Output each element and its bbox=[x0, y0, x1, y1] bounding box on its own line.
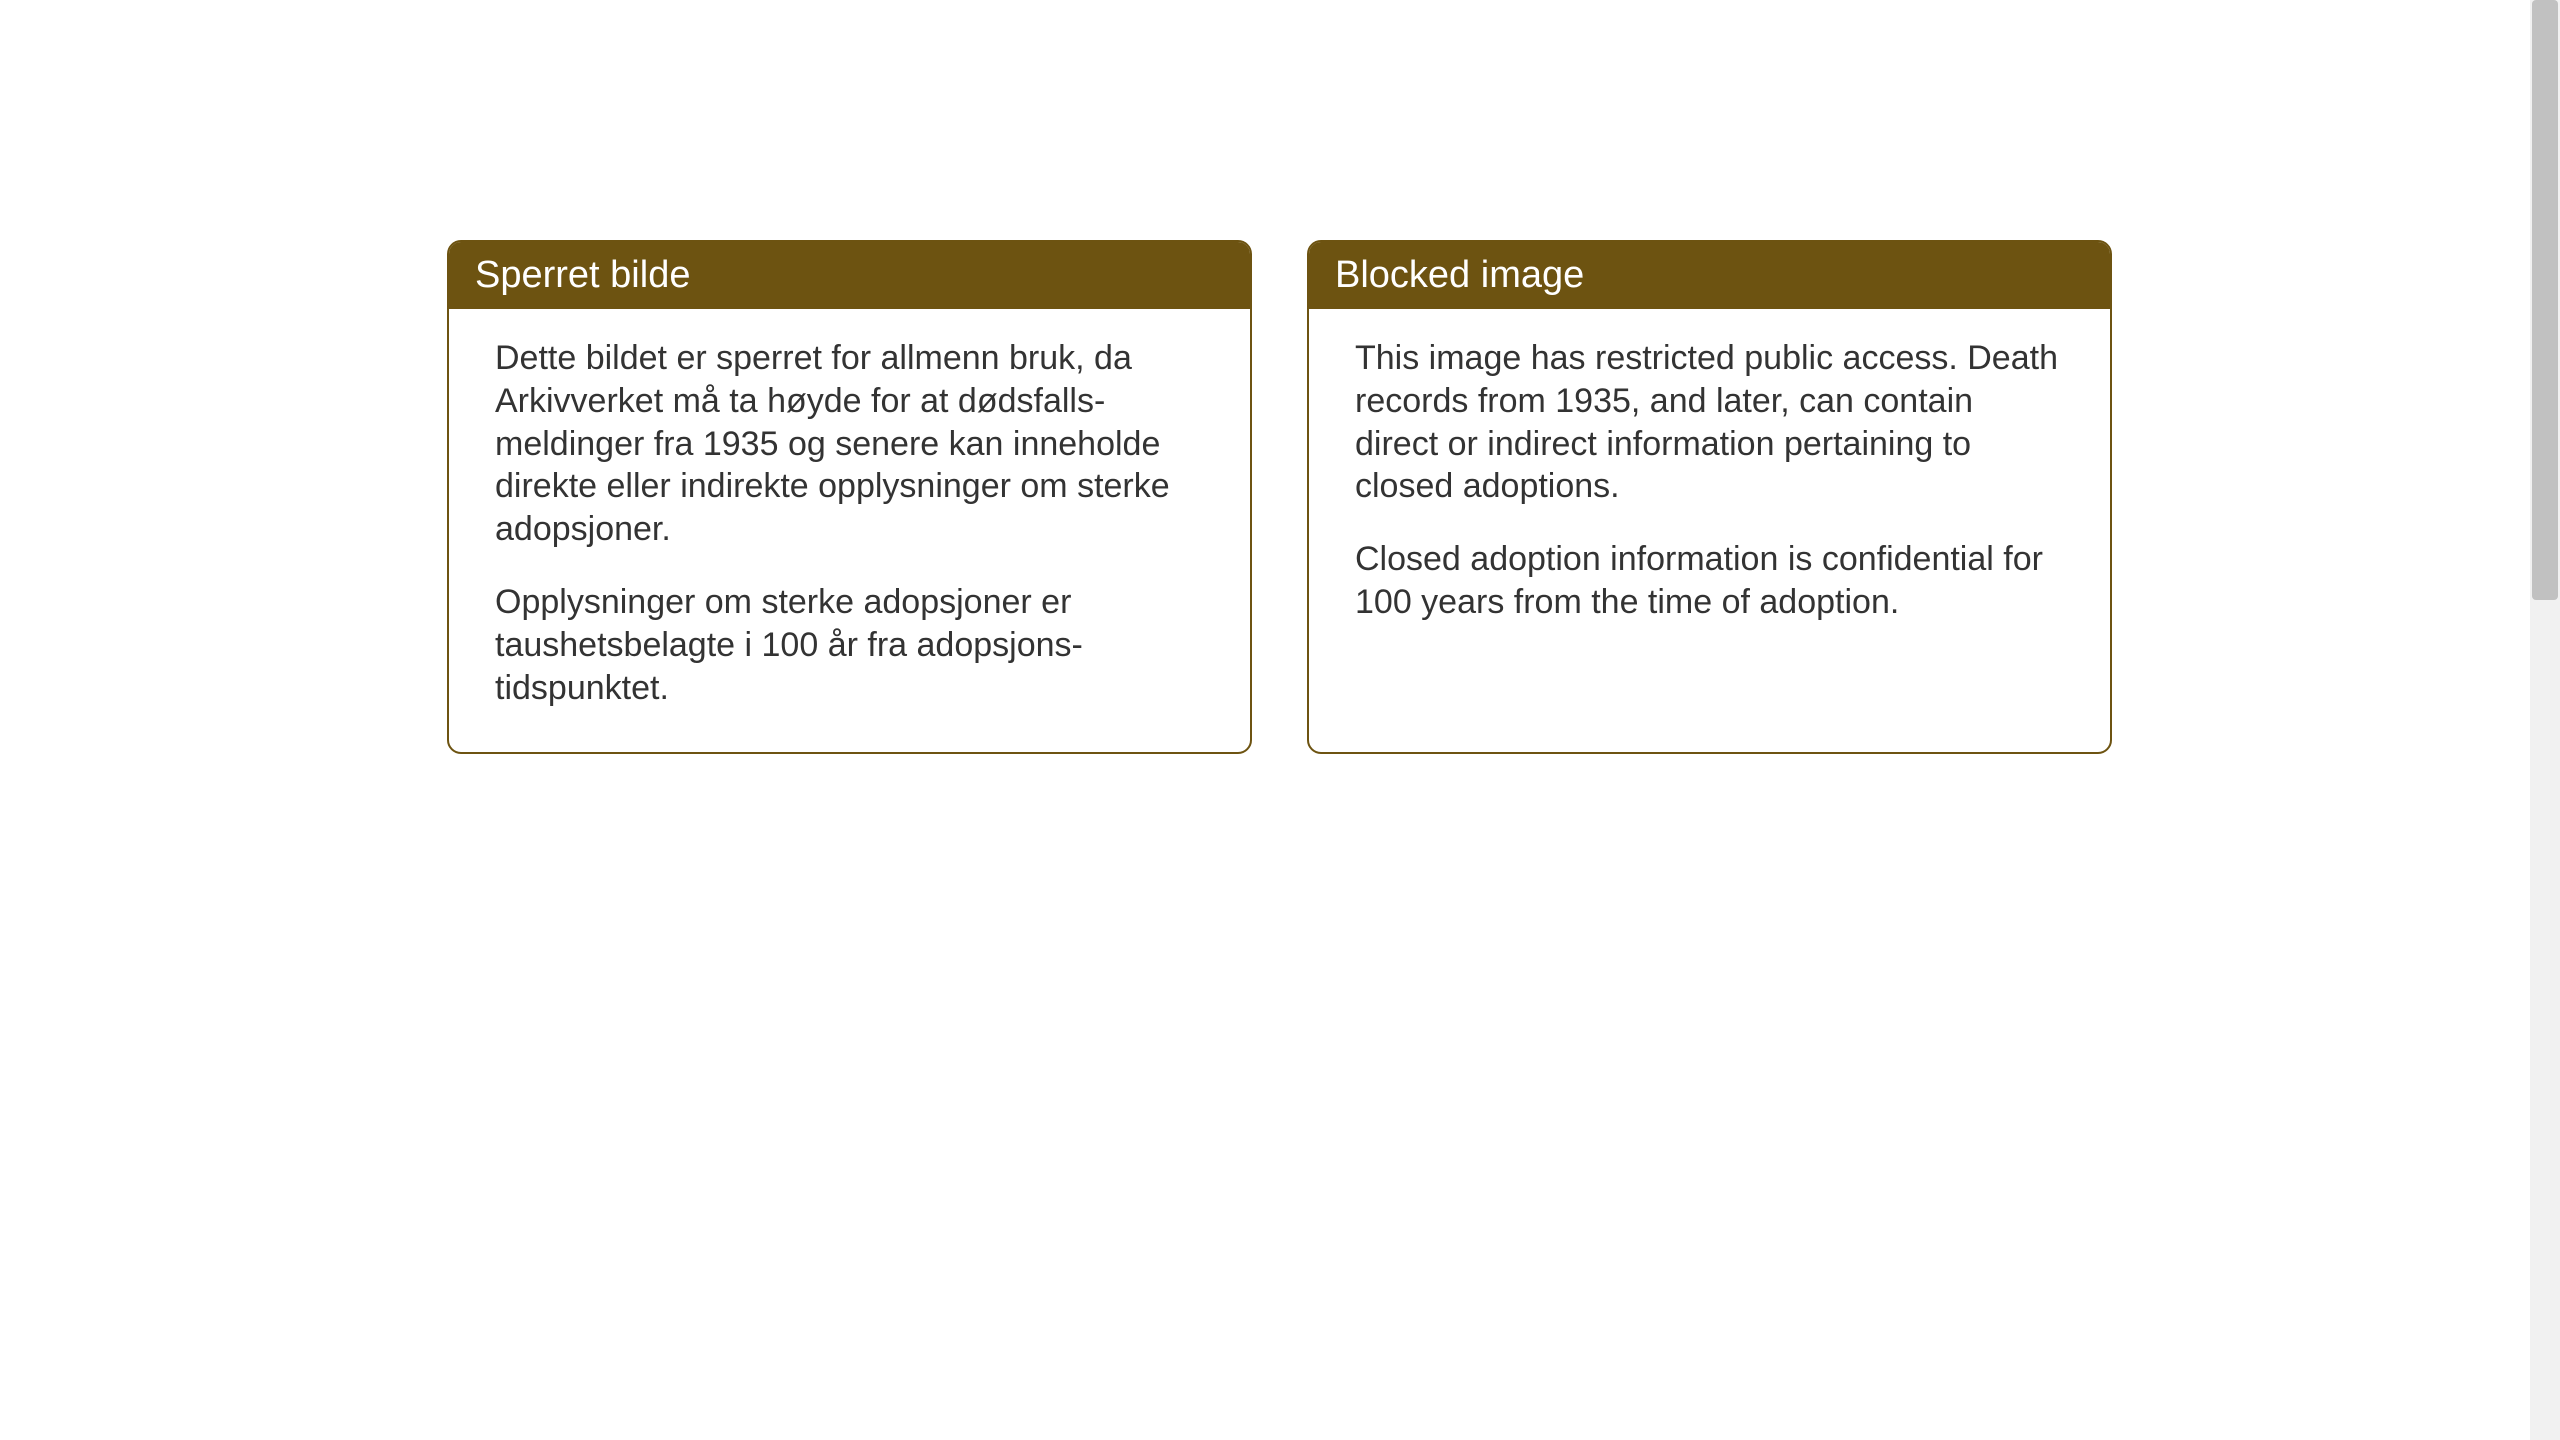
card-paragraph: Closed adoption information is confident… bbox=[1355, 538, 2064, 624]
cards-container: Sperret bilde Dette bildet er sperret fo… bbox=[447, 240, 2112, 754]
card-header-english: Blocked image bbox=[1309, 242, 2110, 309]
scrollbar-thumb[interactable] bbox=[2532, 0, 2558, 600]
card-paragraph: This image has restricted public access.… bbox=[1355, 337, 2064, 508]
card-norwegian: Sperret bilde Dette bildet er sperret fo… bbox=[447, 240, 1252, 754]
card-title: Blocked image bbox=[1335, 254, 1584, 296]
card-paragraph: Dette bildet er sperret for allmenn bruk… bbox=[495, 337, 1204, 551]
card-header-norwegian: Sperret bilde bbox=[449, 242, 1250, 309]
card-english: Blocked image This image has restricted … bbox=[1307, 240, 2112, 754]
card-title: Sperret bilde bbox=[475, 254, 690, 296]
card-body-english: This image has restricted public access.… bbox=[1309, 309, 2110, 666]
card-paragraph: Opplysninger om sterke adopsjoner er tau… bbox=[495, 581, 1204, 709]
card-body-norwegian: Dette bildet er sperret for allmenn bruk… bbox=[449, 309, 1250, 752]
vertical-scrollbar[interactable] bbox=[2530, 0, 2560, 1440]
